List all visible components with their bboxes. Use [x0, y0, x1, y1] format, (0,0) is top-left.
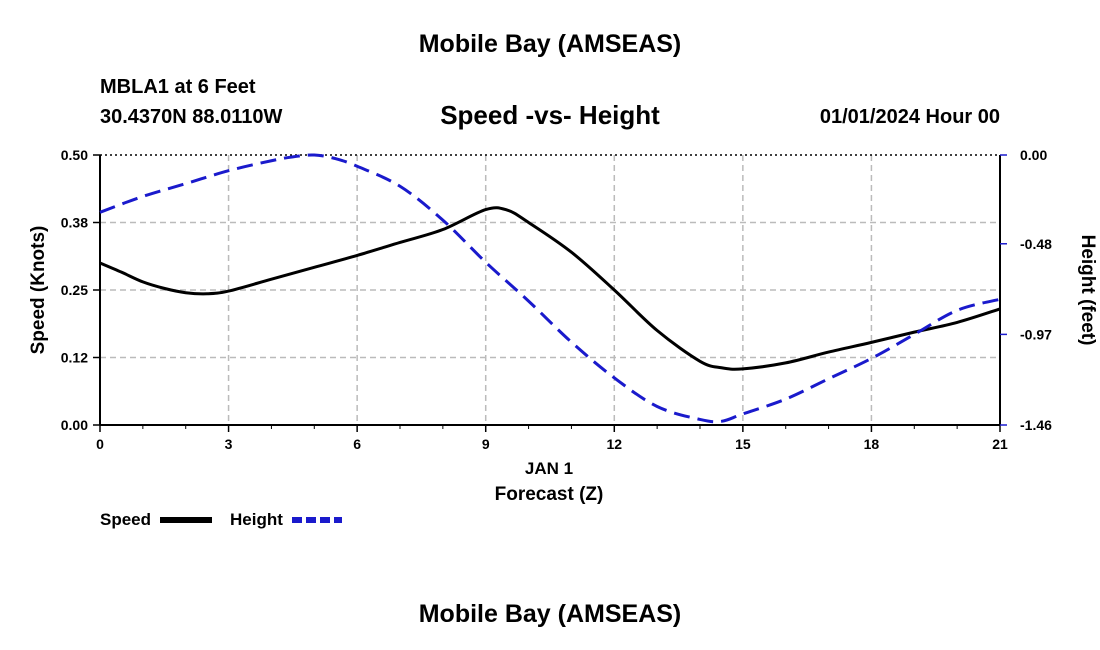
y2-tick-label: -1.46 [1020, 417, 1052, 433]
x-tick-label: 18 [864, 436, 880, 452]
station-coordinates: 30.4370N 88.0110W [100, 106, 283, 128]
y2-tick-label: 0.00 [1020, 147, 1047, 163]
station-label: MBLA1 at 6 Feet [100, 76, 256, 98]
chart-title: Mobile Bay (AMSEAS) [418, 30, 682, 58]
y2-tick-label: -0.97 [1020, 326, 1052, 342]
chart-subtitle: Speed -vs- Height [440, 100, 660, 130]
footer-title: Mobile Bay (AMSEAS) [418, 600, 682, 628]
x-tick-label: 3 [225, 436, 233, 452]
forecast-datetime: 01/01/2024 Hour 00 [819, 106, 1000, 128]
y2-axis-label: Height (feet) [1077, 235, 1098, 346]
legend-speed-label: Speed [100, 510, 152, 529]
y-tick-label: 0.00 [61, 417, 88, 433]
x-tick-label: 6 [353, 436, 361, 452]
x-axis-label: Forecast (Z) [495, 484, 604, 505]
x-axis-sublabel: JAN 1 [525, 459, 573, 478]
y2-tick-label: -0.48 [1020, 236, 1052, 252]
y-tick-label: 0.25 [61, 282, 88, 298]
series-height-line [99, 153, 1001, 424]
y-tick-label: 0.38 [61, 215, 88, 231]
x-tick-label: 21 [992, 436, 1008, 452]
x-tick-label: 9 [482, 436, 490, 452]
x-tick-label: 0 [96, 436, 104, 452]
legend-height-label: Height [230, 510, 283, 529]
y-tick-label: 0.12 [61, 350, 88, 366]
y-axis-label: Speed (Knots) [28, 226, 49, 355]
y-tick-label: 0.50 [61, 147, 88, 163]
x-tick-label: 12 [606, 436, 622, 452]
x-tick-label: 15 [735, 436, 751, 452]
series-speed-line [99, 206, 1001, 371]
